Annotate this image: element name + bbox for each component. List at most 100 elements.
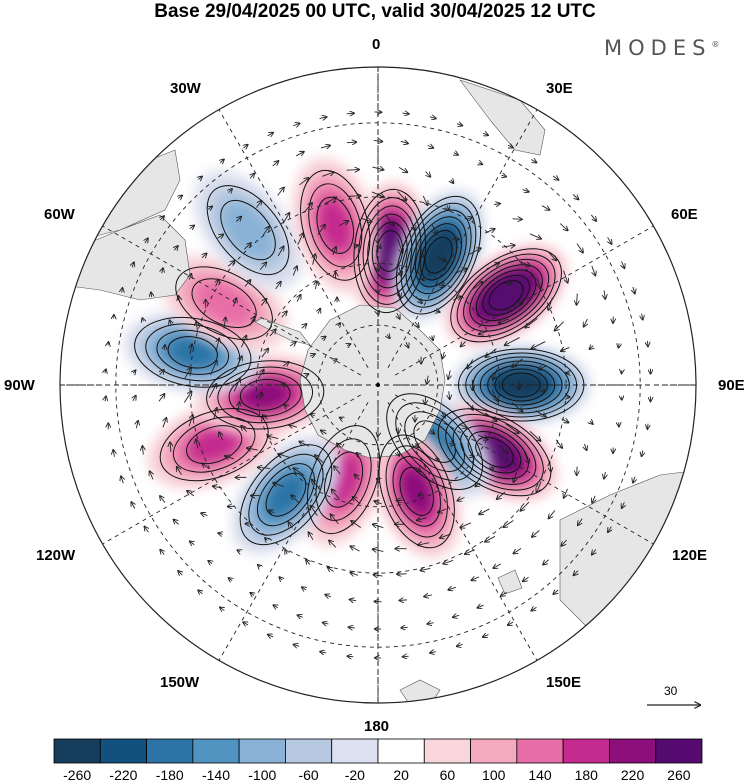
wind-arrow: [576, 293, 577, 305]
wind-arrow: [346, 113, 354, 114]
wind-arrow: [259, 262, 266, 271]
wind-arrow: [397, 263, 401, 276]
wind-arrow: [142, 446, 143, 455]
wind-arrow: [243, 622, 248, 625]
wind-arrow: [214, 408, 217, 420]
wind-arrow: [235, 356, 242, 370]
wind-arrow: [536, 277, 541, 288]
wind-arrow: [494, 204, 500, 205]
wind-arrow: [338, 221, 348, 227]
wind-arrow: [555, 439, 562, 448]
wind-arrow: [537, 481, 542, 493]
wind-arrow: [357, 453, 359, 455]
wind-arrow: [347, 344, 350, 346]
vector-scale-label: 30: [664, 684, 678, 698]
wind-arrow: [592, 495, 595, 503]
wind-arrow: [164, 345, 165, 350]
colorbar-swatch: [53, 738, 101, 764]
wind-arrow: [399, 600, 407, 601]
wind-arrow: [442, 412, 445, 417]
wind-arrow: [409, 216, 416, 230]
wind-arrow: [438, 509, 447, 512]
wind-arrow: [320, 145, 330, 147]
wind-arrow: [543, 559, 549, 565]
wind-arrow: [472, 282, 482, 290]
colorbar-swatch: [516, 738, 564, 764]
wind-arrow: [202, 463, 210, 470]
wind-arrow: [289, 425, 297, 427]
wind-arrow: [508, 622, 514, 625]
wind-arrow: [467, 217, 472, 218]
wind-arrow: [529, 233, 541, 239]
wind-arrow: [160, 550, 164, 555]
wind-arrow: [435, 284, 444, 286]
wind-arrow: [315, 455, 324, 463]
wind-arrow: [208, 561, 212, 564]
wind-arrow: [340, 418, 343, 419]
wind-arrow: [561, 347, 570, 351]
wind-arrow: [310, 354, 315, 356]
colorbar-tick-label: -220: [109, 767, 137, 783]
wind-vectors: [105, 112, 651, 658]
wind-arrow: [145, 238, 148, 243]
wind-arrow: [485, 348, 497, 357]
wind-arrow: [273, 483, 284, 488]
wind-arrow: [220, 159, 224, 162]
wind-arrow: [397, 238, 403, 253]
wind-arrow: [330, 514, 339, 525]
wind-arrow: [263, 415, 268, 419]
wind-arrow: [542, 389, 545, 392]
wind-arrow: [249, 317, 255, 326]
wind-arrow: [633, 476, 635, 483]
wind-arrow: [261, 349, 268, 358]
wind-arrow: [491, 390, 498, 402]
wind-arrow: [354, 245, 358, 246]
wind-arrow: [425, 171, 431, 177]
wind-arrow: [457, 497, 465, 500]
contour-line: [488, 280, 524, 311]
contour-line: [156, 329, 230, 375]
wind-arrow: [268, 436, 279, 438]
wind-arrow: [618, 343, 619, 347]
wind-arrow: [285, 550, 287, 554]
wind-arrow: [484, 229, 495, 234]
wind-arrow: [238, 402, 239, 413]
wind-arrow: [503, 520, 514, 527]
wind-arrow: [415, 444, 418, 448]
wind-arrow: [447, 206, 449, 211]
wind-arrow: [292, 123, 299, 125]
wind-arrow: [460, 522, 472, 528]
contour-line: [239, 444, 333, 546]
wind-arrow: [497, 491, 506, 499]
contour-line: [463, 258, 550, 332]
wind-arrow: [305, 374, 308, 376]
wind-arrow: [377, 479, 380, 480]
wind-arrow: [282, 213, 289, 224]
lon-label-60e: 60E: [671, 206, 698, 223]
map-frame: [59, 66, 697, 704]
wind-arrow: [453, 615, 460, 617]
wind-arrow: [302, 324, 307, 328]
wind-arrow: [442, 351, 444, 359]
wind-arrow: [501, 245, 515, 247]
wind-arrow: [437, 256, 447, 261]
wind-arrow: [144, 527, 148, 533]
wind-arrow: [199, 177, 202, 180]
contour-line: [362, 205, 417, 297]
meridian: [218, 109, 369, 369]
contour-line: [460, 425, 529, 480]
wind-arrow: [461, 341, 466, 347]
wind-arrow: [319, 117, 327, 119]
wind-arrow: [604, 471, 606, 478]
contour-line: [134, 317, 252, 388]
colorbar-swatch: [146, 738, 194, 764]
wind-arrow: [281, 311, 287, 318]
wind-arrow: [198, 590, 202, 594]
wind-arrow: [479, 508, 490, 514]
wind-arrow: [387, 334, 390, 338]
wind-arrow: [397, 312, 400, 319]
wind-arrow: [424, 595, 432, 597]
wind-arrow: [493, 368, 498, 380]
wind-arrow: [512, 358, 523, 367]
meridian: [387, 401, 538, 661]
